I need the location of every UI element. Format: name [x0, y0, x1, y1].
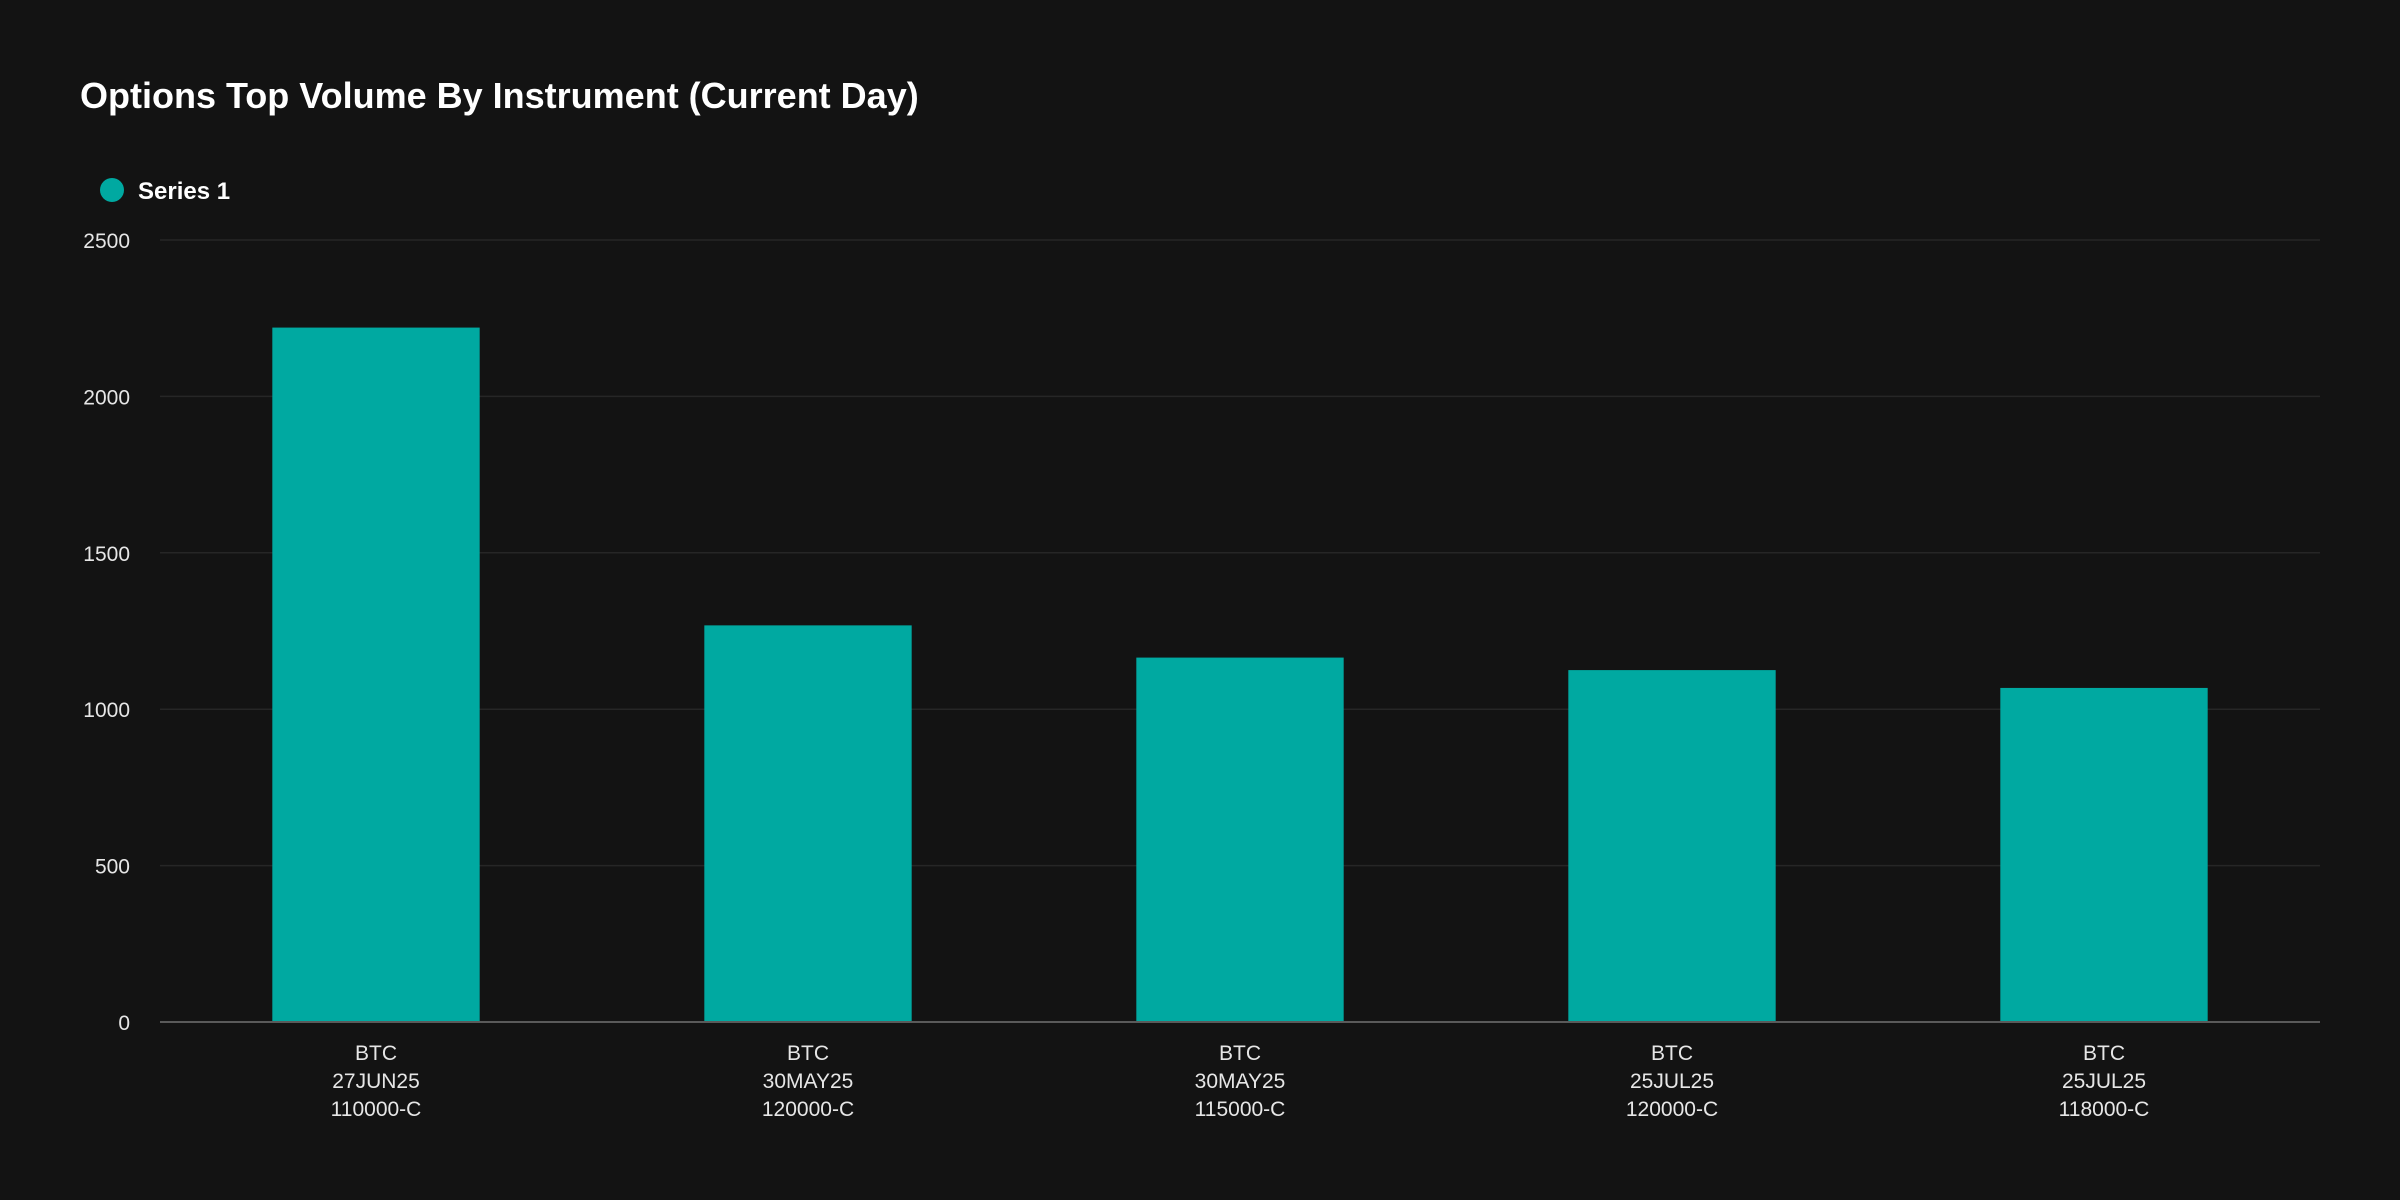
legend-swatch-series-1	[100, 178, 124, 202]
y-tick-label: 1000	[83, 699, 130, 722]
bar	[2000, 687, 2208, 1022]
bar	[1136, 657, 1344, 1022]
legend-label-series-1: Series 1	[138, 178, 230, 205]
legend: Series 1	[100, 178, 230, 205]
y-tick-label: 2000	[83, 386, 130, 409]
x-tick-label: BTC 25JUL25 118000-C	[2059, 1042, 2150, 1121]
chart-title: Options Top Volume By Instrument (Curren…	[80, 75, 919, 116]
bar	[272, 327, 480, 1023]
y-tick-label: 0	[118, 1012, 130, 1035]
y-axis-ticks: 0 500 1000 1500 2000 2500	[83, 230, 130, 1035]
x-axis-labels: BTC 27JUN25 110000-C BTC 30MAY25 120000-C BTC 3…	[331, 1042, 2150, 1121]
bars	[272, 327, 2208, 1023]
x-tick-label: BTC 27JUN25 110000-C	[331, 1042, 422, 1121]
x-tick-label: BTC 30MAY25 115000-C	[1195, 1042, 1286, 1121]
x-tick-label: BTC 30MAY25 120000-C	[762, 1042, 854, 1121]
x-tick-label: BTC 25JUL25 120000-C	[1626, 1042, 1718, 1121]
y-tick-label: 500	[95, 856, 130, 879]
gridlines	[160, 239, 2320, 867]
bar	[1568, 670, 1776, 1022]
bar	[704, 625, 912, 1022]
y-tick-label: 2500	[83, 230, 130, 253]
y-tick-label: 1500	[83, 543, 130, 566]
